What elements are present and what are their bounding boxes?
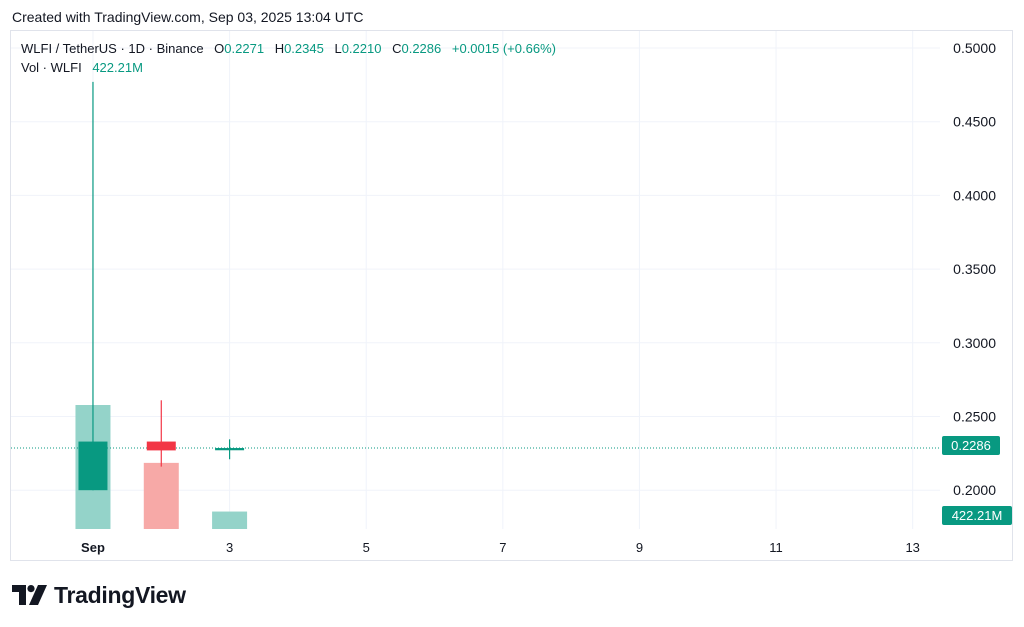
legend-high-label: H <box>274 41 285 56</box>
y-tick-label: 0.4000 <box>953 187 996 203</box>
legend-volume-row: Vol · WLFI 422.21M <box>21 58 556 77</box>
tradingview-logo-text: TradingView <box>54 581 186 608</box>
candle-body <box>215 448 245 451</box>
tradingview-logo-icon <box>12 585 47 605</box>
chart-frame <box>10 30 1013 561</box>
y-tick-label: 0.2000 <box>953 482 996 498</box>
legend-symbol[interactable]: WLFI / TetherUS · 1D · Binance <box>21 41 204 56</box>
x-tick-label: 11 <box>769 540 783 555</box>
x-tick-label: 5 <box>363 540 370 555</box>
x-tick-label: Sep <box>81 540 105 555</box>
legend-open-value: 0.2271 <box>224 41 265 56</box>
y-tick-label: 0.5000 <box>953 40 996 56</box>
legend-open-label: O <box>214 41 225 56</box>
candle-body <box>78 441 108 491</box>
chart-legend: WLFI / TetherUS · 1D · Binance O0.2271 H… <box>21 39 556 77</box>
legend-volume-value: 422.21M <box>92 60 143 75</box>
volume-tag: 422.21M <box>942 506 1012 525</box>
created-with-caption: Created with TradingView.com, Sep 03, 20… <box>12 9 364 25</box>
x-tick-label: 3 <box>226 540 233 555</box>
y-tick-label: 0.2500 <box>953 409 996 425</box>
last-price-tag: 0.2286 <box>942 436 1000 455</box>
x-tick-label: 9 <box>636 540 643 555</box>
legend-ohlc-row: WLFI / TetherUS · 1D · Binance O0.2271 H… <box>21 39 556 58</box>
legend-volume-label[interactable]: Vol · WLFI <box>21 60 82 75</box>
y-tick-label: 0.3000 <box>953 335 996 351</box>
legend-high-value: 0.2345 <box>284 41 324 56</box>
legend-change-value: +0.0015 (+0.66%) <box>451 41 556 56</box>
legend-low-label: L <box>334 41 342 56</box>
legend-close-label: C <box>392 41 402 56</box>
legend-close-value: 0.2286 <box>401 41 442 56</box>
tradingview-logo[interactable]: TradingView <box>12 580 186 610</box>
y-tick-label: 0.4500 <box>953 114 996 130</box>
volume-bar <box>212 511 248 529</box>
volume-bar <box>143 462 179 529</box>
candle-body <box>146 441 176 451</box>
legend-low-value: 0.2210 <box>341 41 382 56</box>
x-tick-label: 13 <box>905 540 919 555</box>
y-tick-label: 0.3500 <box>953 261 996 277</box>
x-tick-label: 7 <box>499 540 506 555</box>
